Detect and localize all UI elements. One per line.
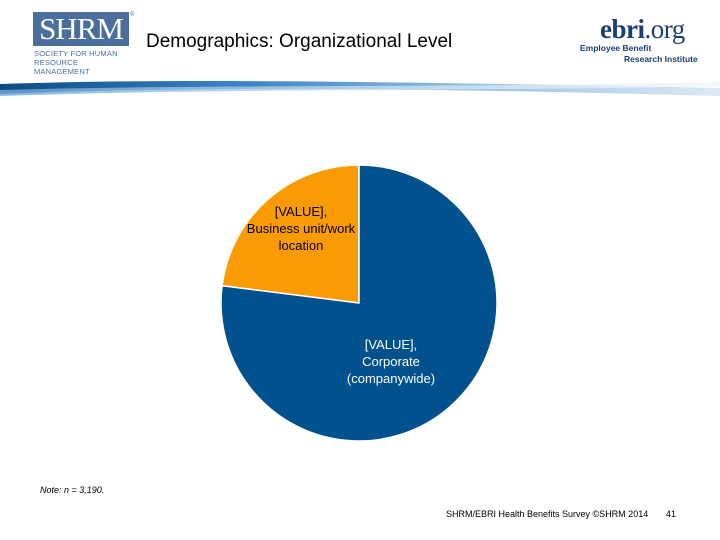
- shrm-logo-mark: SHRM: [33, 12, 129, 46]
- shrm-logo-subtitle: SOCIETY FOR HUMAN RESOURCE MANAGEMENT: [34, 49, 134, 76]
- pie-labels: [VALUE], Business unit/work location[VALUE…: [247, 204, 435, 386]
- slice-label-line: [VALUE],: [275, 204, 328, 219]
- slice-label-line: [VALUE],: [365, 337, 418, 352]
- pie-slice-corporate: [220, 164, 498, 442]
- shrm-subtitle-line-1: SOCIETY FOR HUMAN: [34, 49, 118, 58]
- slice-label-line: (companywide): [347, 371, 435, 386]
- shrm-registered-mark: ®: [130, 12, 135, 18]
- slice-label-business-unit: [VALUE], Business unit/work location: [247, 204, 356, 253]
- shrm-subtitle-line-2: RESOURCE MANAGEMENT: [34, 58, 90, 76]
- ebri-subtitle-line-1: Employee Benefit: [580, 43, 652, 53]
- shrm-logo: SHRM ® SOCIETY FOR HUMAN RESOURCE MANAGE…: [33, 12, 135, 76]
- page-title: Demographics: Organizational Level: [146, 31, 453, 52]
- page-number: 41: [666, 509, 677, 519]
- footer-source: SHRM/EBRI Health Benefits Survey ©SHRM 2…: [446, 509, 649, 519]
- ebri-subtitle-line-2: Research Institute: [624, 54, 698, 64]
- slice-label-line: location: [279, 238, 324, 253]
- ebri-mark-suffix: .org: [644, 14, 686, 44]
- slice-label-line: Business unit/work: [247, 221, 356, 236]
- slice-label-corporate: [VALUE], Corporate (companywide): [347, 337, 435, 386]
- ebri-logo-mark: ebri.org: [600, 14, 685, 44]
- header-banner-stripe: [0, 81, 720, 96]
- ebri-mark-text: ebri: [600, 14, 645, 44]
- slice-label-line: Corporate: [362, 354, 420, 369]
- ebri-logo: ebri.org Employee Benefit Research Insti…: [578, 14, 702, 66]
- pie-slices: [220, 164, 498, 442]
- pie-slice-business-unit: [221, 164, 360, 304]
- sample-size-note: Note: n = 3,190.: [40, 485, 105, 495]
